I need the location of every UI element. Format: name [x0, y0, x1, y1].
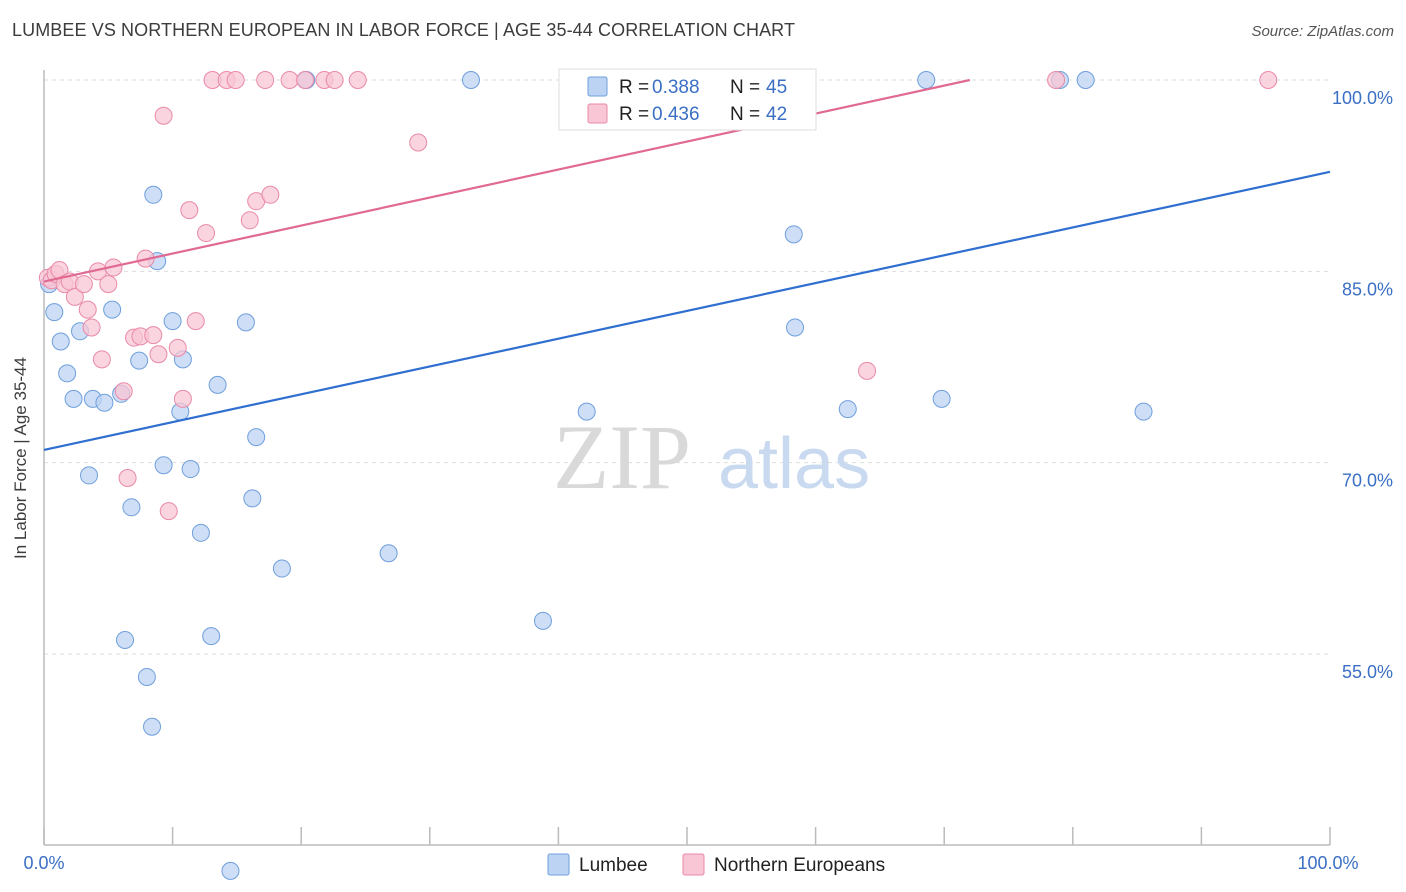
northern-europeans-point-34: [261, 185, 280, 204]
lumbee-point-33: [461, 71, 480, 89]
northern-europeans-point-9: [82, 318, 101, 337]
lumbee-point-11: [116, 630, 135, 649]
legend-r-label-lumbee: R =: [619, 77, 649, 98]
y-tick-label-0: 55.0%: [1342, 662, 1393, 682]
trend-lines: [43, 78, 1331, 451]
series-legend-label-northern-europeans: Northern Europeans: [714, 855, 885, 876]
lumbee-point-24: [202, 627, 221, 646]
northern-europeans-point-30: [226, 71, 245, 89]
northern-europeans-point-36: [296, 71, 315, 89]
grid-lines: [44, 79, 1330, 655]
x-tick-label-max: 100.0%: [1297, 853, 1358, 873]
lumbee-point-23: [191, 523, 210, 542]
northern-europeans-point-20: [149, 345, 168, 364]
legend-n-label-northern-europeans: N =: [730, 104, 760, 125]
lumbee-point-34: [533, 611, 552, 630]
lumbee-point-38: [786, 318, 805, 337]
lumbee-point-39: [838, 400, 857, 419]
northern-europeans-point-33: [256, 71, 275, 89]
x-tick-label-min: 0.0%: [23, 853, 64, 873]
northern-europeans-point-12: [99, 275, 118, 294]
northern-europeans-point-11: [92, 350, 111, 369]
northern-europeans-point-56: [1047, 71, 1066, 89]
series-legend-swatch-northern-europeans: [682, 853, 705, 876]
northern-europeans-point-19: [144, 326, 163, 345]
northern-europeans-trend-line: [43, 78, 971, 283]
northern-europeans-point-35: [280, 71, 299, 89]
lumbee-point-13: [130, 351, 149, 370]
northern-europeans-point-25: [180, 201, 199, 220]
lumbee-point-29: [247, 428, 266, 447]
northern-europeans-point-23: [168, 338, 187, 357]
northern-europeans-point-26: [186, 312, 205, 331]
lumbee-point-28: [243, 489, 262, 508]
northern-europeans-point-38: [325, 71, 344, 89]
northern-europeans-point-8: [78, 300, 97, 319]
lumbee-point-16: [144, 185, 163, 204]
lumbee-point-37: [784, 225, 803, 244]
y-tick-labels: 55.0% 70.0% 85.0% 100.0%: [1332, 88, 1393, 682]
legend-r-label-northern-europeans: R =: [619, 104, 649, 125]
lumbee-point-43: [1076, 71, 1095, 89]
lumbee-point-41: [932, 389, 951, 408]
legend-r-value-lumbee: 0.388: [652, 77, 700, 98]
lumbee-point-9: [103, 300, 122, 319]
northern-europeans-point-22: [159, 502, 178, 521]
northern-europeans-point-27: [197, 224, 216, 243]
lumbee-point-2: [51, 332, 70, 351]
series-legend-label-lumbee: Lumbee: [579, 855, 648, 876]
lumbee-point-15: [143, 717, 162, 736]
series-legend: Lumbee Northern Europeans: [547, 853, 885, 876]
lumbee-point-4: [64, 389, 83, 408]
lumbee-point-18: [154, 456, 173, 475]
legend-n-value-lumbee: 45: [766, 77, 787, 98]
northern-europeans-point-14: [114, 382, 133, 401]
lumbee-point-19: [163, 312, 182, 331]
lumbee-point-6: [80, 466, 99, 485]
lumbee-point-26: [221, 861, 240, 880]
x-ticks: [43, 827, 1331, 845]
lumbee-point-12: [122, 498, 141, 517]
lumbee-point-44: [1134, 402, 1153, 421]
series-legend-swatch-lumbee: [547, 853, 570, 876]
lumbee-point-3: [58, 364, 77, 383]
y-tick-label-3: 100.0%: [1332, 88, 1393, 108]
northern-europeans-point-24: [173, 389, 192, 408]
northern-europeans-point-15: [118, 468, 137, 487]
lumbee-point-40: [917, 71, 936, 89]
chart-source: Source: ZipAtlas.com: [1251, 23, 1394, 40]
northern-europeans-point-55: [858, 361, 877, 380]
northern-europeans-point-40: [409, 133, 428, 152]
lumbee-point-14: [137, 667, 156, 686]
legend-r-value-northern-europeans: 0.436: [652, 104, 700, 125]
legend-n-value-northern-europeans: 42: [766, 104, 787, 125]
legend-swatch-northern-europeans: [587, 103, 608, 124]
y-tick-label-2: 85.0%: [1342, 279, 1393, 299]
legend-swatch-lumbee: [587, 76, 608, 97]
lumbee-point-30: [272, 559, 291, 578]
lumbee-point-27: [236, 313, 255, 332]
watermark-zip: ZIP: [553, 406, 691, 508]
lumbee-point-32: [379, 544, 398, 563]
chart-title: LUMBEE VS NORTHERN EUROPEAN IN LABOR FOR…: [12, 20, 796, 40]
lumbee-point-22: [181, 460, 200, 479]
stats-legend: R = 0.388 N = 45 R = 0.436 N = 42: [558, 68, 817, 131]
watermark-atlas: atlas: [718, 424, 870, 504]
northern-europeans-point-7: [74, 275, 93, 294]
y-tick-label-1: 70.0%: [1342, 471, 1393, 491]
lumbee-point-1: [45, 303, 64, 322]
lumbee-point-25: [208, 375, 227, 394]
northern-europeans-point-39: [348, 71, 367, 89]
lumbee-point-35: [577, 402, 596, 421]
lumbee-point-8: [95, 393, 114, 412]
lumbee-trend-line: [43, 170, 1331, 451]
northern-europeans-point-21: [154, 106, 173, 125]
legend-n-label-lumbee: N =: [730, 77, 760, 98]
northern-europeans-point-31: [240, 211, 259, 230]
northern-europeans-point-6: [65, 287, 84, 306]
northern-europeans-point-57: [1259, 71, 1278, 89]
y-axis-label: In Labor Force | Age 35-44: [11, 357, 30, 559]
